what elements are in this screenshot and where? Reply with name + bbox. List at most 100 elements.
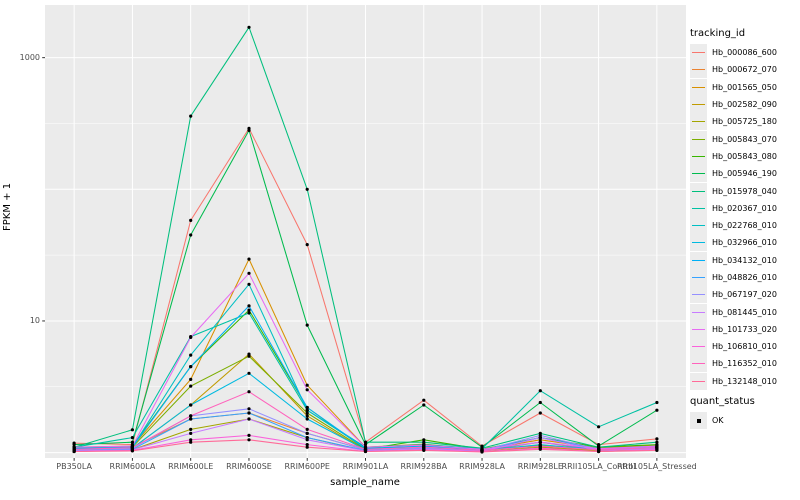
legend-line-swatch-icon — [692, 294, 705, 296]
data-point — [247, 304, 251, 308]
data-point — [538, 436, 542, 440]
legend-item-Hb_081445_010: Hb_081445_010 — [690, 303, 800, 321]
legend-line-swatch-icon — [692, 380, 705, 382]
legend-line-swatch-icon — [692, 86, 705, 88]
data-point — [655, 440, 659, 444]
legend-line-swatch-icon — [692, 121, 705, 123]
data-point — [247, 354, 251, 358]
legend-item-label: Hb_005843_080 — [712, 151, 777, 161]
data-point — [247, 271, 251, 275]
data-point — [655, 437, 659, 441]
data-point — [305, 383, 309, 387]
legend-item-Hb_005843_070: Hb_005843_070 — [690, 130, 800, 148]
legend-item-Hb_034132_010: Hb_034132_010 — [690, 251, 800, 269]
data-point — [422, 448, 426, 452]
data-point — [538, 433, 542, 437]
data-point — [247, 257, 251, 261]
data-point — [305, 323, 309, 327]
data-point — [305, 436, 309, 440]
data-point — [305, 438, 309, 442]
legend-item-label: Hb_015978_040 — [712, 186, 777, 196]
data-point — [422, 403, 426, 407]
legend-item-label: Hb_067197_020 — [712, 290, 777, 300]
data-point — [247, 128, 251, 132]
data-point — [305, 388, 309, 392]
legend-item-Hb_106810_010: Hb_106810_010 — [690, 338, 800, 356]
data-point — [363, 449, 368, 454]
legend-key — [690, 269, 707, 286]
data-point — [422, 440, 426, 444]
legend-item-Hb_000672_070: Hb_000672_070 — [690, 61, 800, 79]
legend-item-label: Hb_005946_190 — [712, 169, 777, 179]
data-point — [189, 403, 193, 407]
legend-key — [690, 303, 707, 321]
legend-item-Hb_005843_080: Hb_005843_080 — [690, 147, 800, 165]
data-point — [538, 440, 542, 444]
legend-line-swatch-icon — [692, 225, 705, 227]
legend-line-swatch-icon — [692, 363, 705, 365]
data-point — [247, 433, 251, 437]
legend-item-Hb_132148_010: Hb_132148_010 — [690, 372, 800, 390]
data-point — [189, 365, 193, 369]
legend-item-label: Hb_022768_010 — [712, 221, 777, 231]
legend-item-label: OK — [712, 416, 724, 426]
data-point — [247, 371, 251, 375]
data-point — [130, 428, 134, 432]
data-point — [189, 427, 193, 431]
legend-item-label: Hb_000086_600 — [712, 48, 777, 58]
data-point — [422, 445, 426, 449]
legend-item-Hb_005946_190: Hb_005946_190 — [690, 165, 800, 183]
legend-item-Hb_001565_050: Hb_001565_050 — [690, 78, 800, 96]
legend-item-Hb_005725_180: Hb_005725_180 — [690, 113, 800, 131]
legend-line-swatch-icon — [692, 277, 705, 278]
legend-quant-status: quant_status OK — [690, 396, 800, 430]
data-point — [538, 444, 542, 448]
legend-item-label: Hb_002582_090 — [712, 100, 777, 110]
legend-key — [690, 165, 707, 183]
data-point — [655, 448, 659, 452]
legend-line-swatch-icon — [692, 190, 705, 192]
legend-item-Hb_022768_010: Hb_022768_010 — [690, 217, 800, 235]
legend-item-label: Hb_005843_070 — [712, 134, 777, 144]
data-point — [305, 405, 309, 410]
data-point — [189, 353, 193, 357]
x-tick-label-RRII105LA_Control: RRII105LA_Control — [561, 462, 636, 471]
quant-legend-title: quant_status — [690, 396, 755, 407]
legend-item-Hb_002582_090: Hb_002582_090 — [690, 96, 800, 114]
legend-item-label: Hb_106810_010 — [712, 342, 777, 352]
data-point — [538, 438, 542, 442]
data-point — [130, 436, 134, 440]
data-point — [422, 438, 426, 442]
legend-line-swatch-icon — [692, 173, 705, 175]
data-point — [130, 449, 134, 453]
x-tick-label-RRIM600LE: RRIM600LE — [168, 462, 214, 471]
data-point — [363, 447, 368, 451]
data-point — [247, 311, 251, 315]
legend-line-swatch-icon — [692, 207, 705, 209]
x-axis-title: sample_name — [330, 477, 400, 488]
data-point — [422, 398, 426, 402]
data-point — [305, 414, 309, 418]
legend-item-Hb_032966_010: Hb_032966_010 — [690, 234, 800, 252]
data-point — [538, 447, 542, 451]
data-point — [247, 25, 251, 29]
x-tick-label-RRIM928LE: RRIM928LE — [517, 462, 563, 471]
data-point — [130, 446, 134, 450]
x-tick-label-RRIM928BA: RRIM928BA — [400, 462, 448, 471]
data-point — [247, 411, 251, 415]
data-point — [189, 218, 193, 222]
legend-line-swatch-icon — [692, 69, 705, 71]
legend-item-ok: OK — [690, 412, 800, 430]
data-point — [363, 440, 368, 444]
legend-line-swatch-icon — [692, 242, 705, 244]
data-point — [247, 308, 251, 312]
legend-key — [690, 372, 707, 390]
legend-item-Hb_048826_010: Hb_048826_010 — [690, 269, 800, 286]
data-point — [538, 411, 542, 415]
data-point — [305, 417, 309, 421]
legend-key — [690, 338, 707, 356]
data-point — [247, 390, 251, 394]
legend-key — [690, 286, 707, 304]
x-tick-label-RRIM600LA: RRIM600LA — [109, 462, 156, 471]
